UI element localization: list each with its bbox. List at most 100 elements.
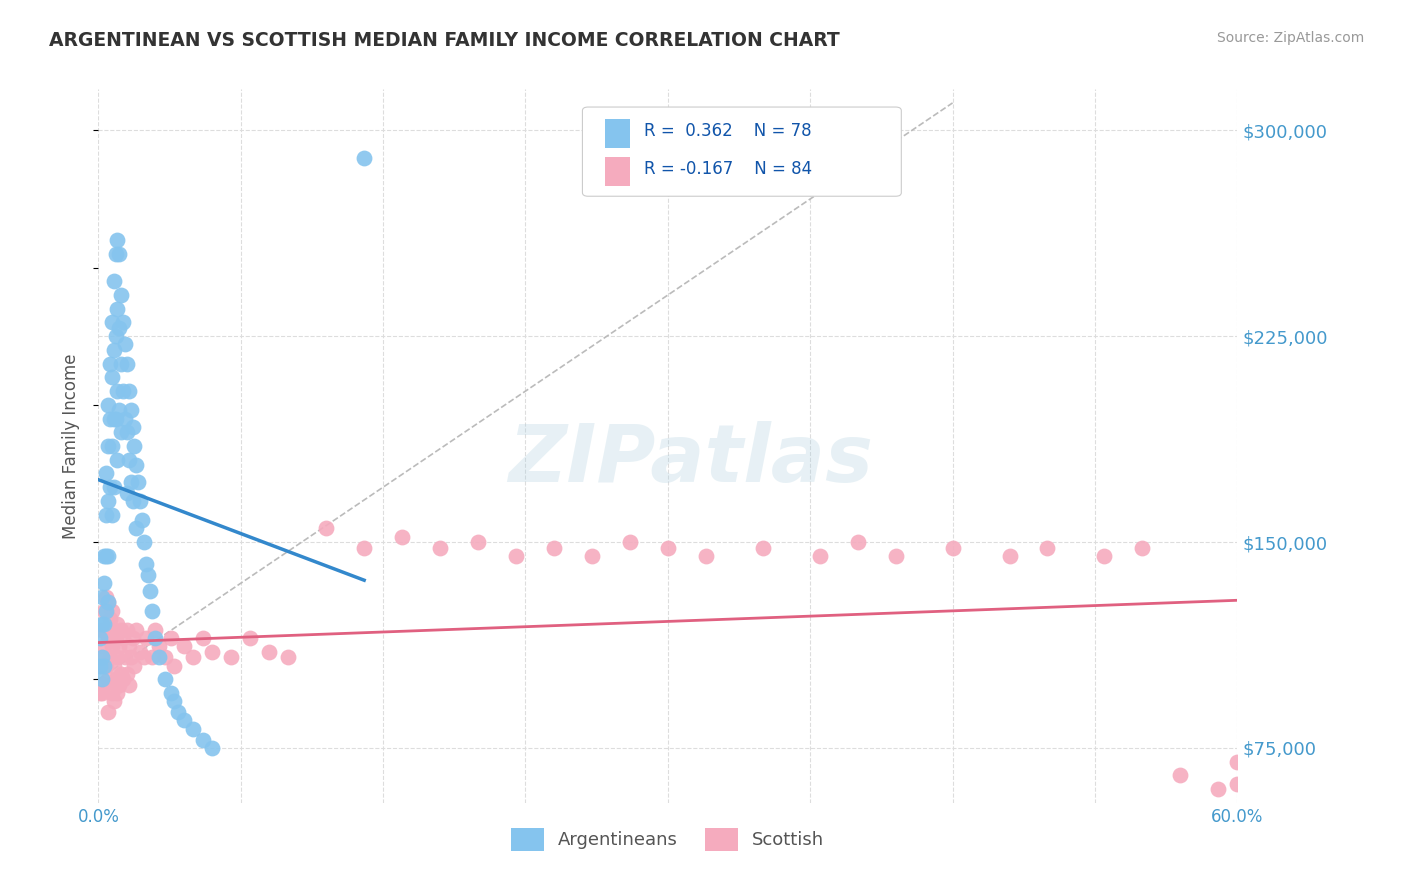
- Point: [104, 247, 127, 261]
- Point: [89, 658, 111, 673]
- Point: [97, 398, 120, 412]
- Point: [91, 590, 114, 604]
- Point: [239, 631, 262, 645]
- Point: [201, 740, 224, 755]
- Point: [91, 623, 114, 637]
- Text: Source: ZipAtlas.com: Source: ZipAtlas.com: [1216, 31, 1364, 45]
- Point: [103, 411, 125, 425]
- Point: [619, 535, 641, 549]
- Point: [121, 631, 143, 645]
- Point: [97, 494, 120, 508]
- Point: [107, 686, 129, 700]
- Point: [104, 631, 127, 645]
- Point: [353, 541, 375, 555]
- Point: [1226, 776, 1249, 790]
- Point: [108, 403, 131, 417]
- Point: [91, 673, 114, 687]
- Point: [107, 233, 129, 247]
- Point: [114, 650, 136, 665]
- Bar: [605, 120, 630, 148]
- Point: [112, 673, 135, 687]
- Point: [98, 411, 121, 425]
- Point: [1226, 755, 1249, 769]
- Point: [94, 549, 117, 563]
- Point: [129, 494, 152, 508]
- Point: [112, 384, 135, 398]
- Y-axis label: Median Family Income: Median Family Income: [62, 353, 80, 539]
- Point: [183, 722, 205, 736]
- Point: [114, 337, 136, 351]
- Point: [131, 513, 153, 527]
- Point: [752, 541, 775, 555]
- Point: [808, 549, 831, 563]
- Point: [89, 631, 111, 645]
- Point: [89, 658, 111, 673]
- Point: [91, 650, 114, 665]
- Point: [846, 535, 869, 549]
- Point: [100, 686, 122, 700]
- Point: [1208, 782, 1230, 797]
- Point: [100, 370, 122, 384]
- Point: [103, 274, 125, 288]
- Point: [93, 640, 115, 654]
- Point: [100, 508, 122, 522]
- Point: [104, 411, 127, 425]
- Point: [115, 666, 138, 681]
- Point: [167, 705, 190, 719]
- Point: [98, 612, 121, 626]
- Point: [135, 631, 157, 645]
- Point: [94, 467, 117, 481]
- Point: [94, 658, 117, 673]
- Point: [115, 623, 138, 637]
- Point: [148, 640, 170, 654]
- Point: [103, 658, 125, 673]
- Text: R = -0.167    N = 84: R = -0.167 N = 84: [644, 161, 813, 178]
- Point: [97, 439, 120, 453]
- Point: [145, 623, 167, 637]
- Point: [108, 321, 131, 335]
- Point: [93, 678, 115, 692]
- Point: [110, 623, 132, 637]
- Point: [125, 458, 148, 473]
- Point: [98, 357, 121, 371]
- Point: [695, 549, 717, 563]
- Point: [132, 535, 155, 549]
- Point: [543, 541, 565, 555]
- Point: [159, 631, 181, 645]
- Point: [104, 329, 127, 343]
- Point: [201, 645, 224, 659]
- Point: [115, 485, 138, 500]
- Point: [124, 439, 146, 453]
- Point: [120, 403, 142, 417]
- Point: [1170, 768, 1192, 782]
- Point: [91, 686, 114, 700]
- Point: [103, 623, 125, 637]
- Point: [120, 650, 142, 665]
- Point: [118, 640, 141, 654]
- Point: [145, 631, 167, 645]
- Point: [107, 384, 129, 398]
- Point: [505, 549, 527, 563]
- Point: [94, 590, 117, 604]
- Point: [103, 480, 125, 494]
- Point: [159, 686, 181, 700]
- Point: [153, 650, 176, 665]
- Point: [129, 645, 152, 659]
- Point: [141, 604, 163, 618]
- Point: [100, 640, 122, 654]
- Point: [153, 673, 176, 687]
- Point: [135, 557, 157, 571]
- Point: [107, 452, 129, 467]
- Point: [429, 541, 451, 555]
- Point: [94, 604, 117, 618]
- Point: [115, 425, 138, 440]
- Point: [100, 316, 122, 330]
- Point: [98, 480, 121, 494]
- Point: [191, 631, 214, 645]
- Point: [173, 640, 195, 654]
- Point: [93, 576, 115, 591]
- Point: [108, 247, 131, 261]
- Point: [191, 732, 214, 747]
- Point: [103, 343, 125, 357]
- Point: [100, 439, 122, 453]
